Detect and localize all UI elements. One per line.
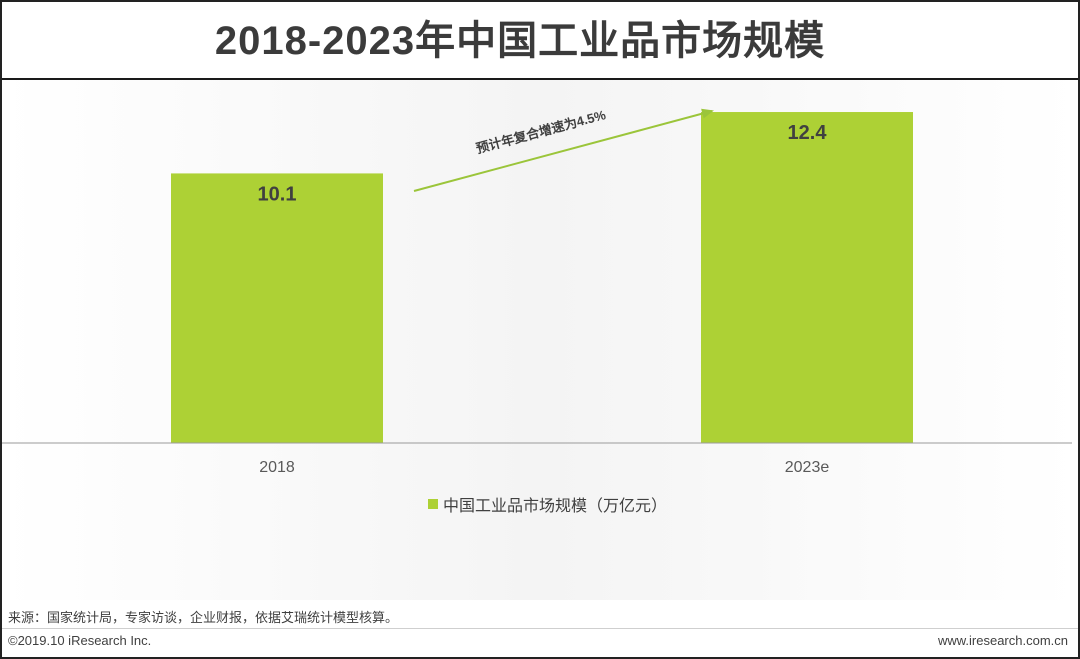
x-tick-label-2018: 2018 — [259, 459, 295, 476]
copyright: ©2019.10 iResearch Inc. — [8, 633, 152, 648]
growth-arrow — [413, 108, 714, 192]
title-divider — [0, 78, 1080, 80]
title-band — [0, 0, 1080, 80]
bar-2023e — [701, 112, 913, 443]
legend: 中国工业品市场规模（万亿元） — [428, 494, 668, 515]
chart-title: 2018-2023年中国工业品市场规模 — [214, 19, 826, 63]
bar-2018 — [171, 173, 383, 443]
value-label-2023e: 12.4 — [788, 122, 828, 144]
footer-divider — [2, 628, 1078, 629]
legend-label: 中国工业品市场规模（万亿元） — [443, 498, 668, 515]
value-label-2018: 10.1 — [258, 183, 297, 205]
legend-swatch — [428, 499, 438, 509]
source-note: 来源：国家统计局，专家访谈，企业财报，依据艾瑞统计模型核算。 — [8, 610, 399, 625]
website-link: www.iresearch.com.cn — [937, 633, 1068, 648]
x-tick-label-2023e: 2023e — [785, 459, 830, 476]
